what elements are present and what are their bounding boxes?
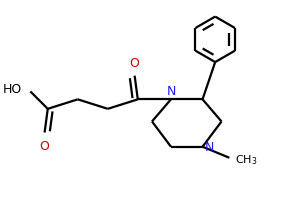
Text: O: O (130, 56, 139, 69)
Text: CH$_3$: CH$_3$ (235, 153, 257, 166)
Text: N: N (166, 85, 176, 98)
Text: N: N (205, 140, 215, 153)
Text: O: O (40, 140, 49, 153)
Text: HO: HO (2, 82, 21, 95)
